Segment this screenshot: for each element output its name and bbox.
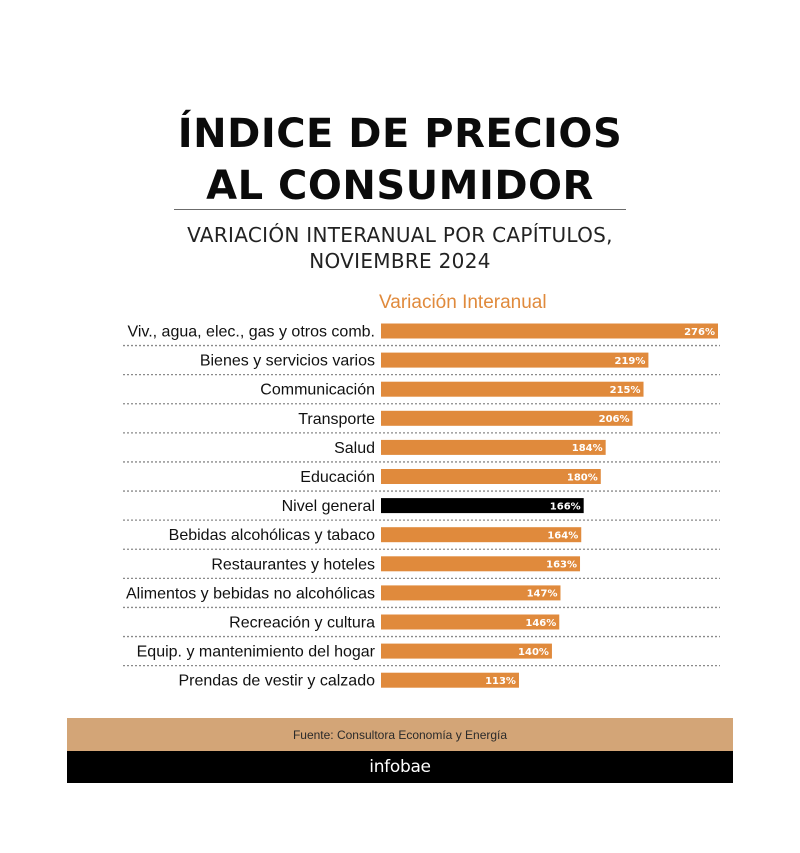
- brand-logo: infobae: [369, 757, 431, 777]
- value-label: 276%: [684, 327, 715, 338]
- value-label: 147%: [527, 589, 558, 600]
- source-band: Fuente: Consultora Economía y Energía: [67, 718, 733, 751]
- category-label: Equip. y mantenimiento del hogar: [137, 644, 376, 661]
- value-label: 215%: [610, 385, 641, 396]
- category-label: Bebidas alcohólicas y tabaco: [169, 527, 375, 544]
- brand-band: infobae: [67, 751, 733, 783]
- bar: [381, 527, 582, 543]
- bar: [381, 410, 633, 426]
- category-label: Educación: [300, 469, 375, 486]
- bar-chart: Viv., agua, elec., gas y otros comb. 276%…: [123, 323, 720, 690]
- category-label: Recreación y cultura: [229, 615, 375, 632]
- value-label: 184%: [572, 443, 603, 454]
- bar: [381, 469, 601, 484]
- value-label: 180%: [567, 472, 598, 483]
- value-label: 113%: [485, 676, 516, 687]
- value-label: 166%: [550, 501, 581, 512]
- value-label: 164%: [547, 531, 578, 542]
- bar: [381, 643, 552, 659]
- value-label: 219%: [614, 356, 645, 367]
- value-label: 146%: [525, 618, 556, 629]
- bar: [381, 556, 581, 572]
- category-label: Communicación: [260, 382, 375, 399]
- value-label: 206%: [599, 414, 630, 425]
- category-label: Nivel general: [282, 498, 375, 515]
- category-label: Transporte: [298, 411, 375, 428]
- category-label: Prendas de vestir y calzado: [178, 673, 375, 690]
- title-line-1: ÍNDICE DE PRECIOS: [177, 111, 623, 157]
- bar: [381, 585, 561, 601]
- category-label: Viv., agua, elec., gas y otros comb.: [127, 324, 375, 341]
- bar: [381, 439, 606, 455]
- title-line-2: AL CONSUMIDOR: [206, 163, 594, 209]
- chart-subtitle: VARIACIÓN INTERANUAL POR CAPÍTULOS, NOVI…: [0, 222, 800, 274]
- category-label: Restaurantes y hoteles: [211, 556, 375, 573]
- source-text: Fuente: Consultora Economía y Energía: [292, 727, 508, 742]
- subtitle-line-1: VARIACIÓN INTERANUAL POR CAPÍTULOS,: [187, 223, 613, 247]
- category-label: Alimentos y bebidas no alcohólicas: [126, 585, 375, 602]
- value-label: 140%: [518, 647, 549, 658]
- bar-highlight: [381, 498, 584, 514]
- category-label: Salud: [334, 440, 375, 457]
- bar: [381, 381, 644, 397]
- category-label: Bienes y servicios varios: [200, 353, 375, 370]
- bar: [381, 323, 718, 339]
- value-label: 163%: [546, 560, 577, 571]
- subtitle-line-2: NOVIEMBRE 2024: [309, 249, 491, 273]
- legend-label: Variación Interanual: [379, 292, 547, 313]
- chart-title: ÍNDICE DE PRECIOS AL CONSUMIDOR: [0, 108, 800, 212]
- bar: [381, 614, 560, 630]
- title-divider: [174, 209, 626, 210]
- bar: [381, 672, 519, 688]
- bar: [381, 352, 649, 368]
